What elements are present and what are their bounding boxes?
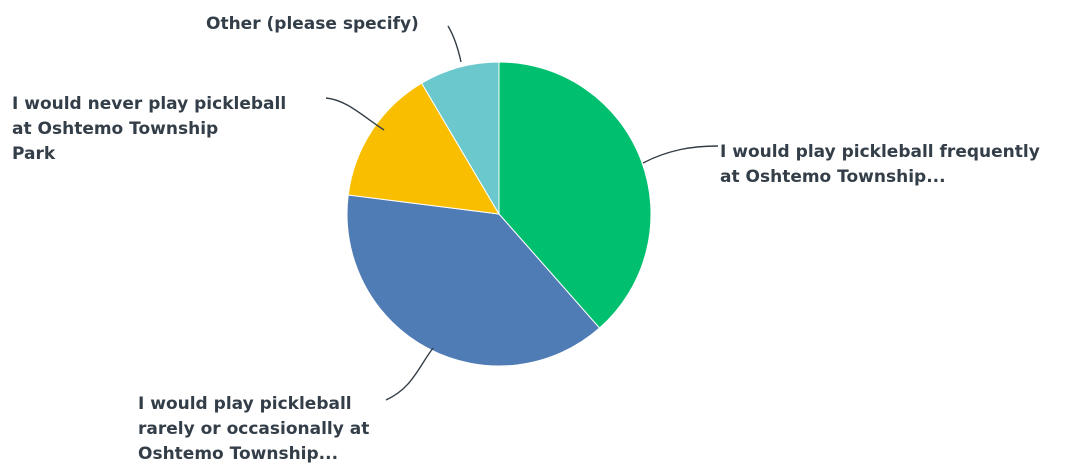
slice-play-frequently bbox=[498, 61, 652, 329]
slice-label-other: Other (please specify) bbox=[206, 14, 419, 34]
slice-other bbox=[420, 61, 500, 216]
slice-play-rarely bbox=[346, 194, 601, 367]
slice-label-play-rarely: I would play pickleball rarely or occasi… bbox=[138, 394, 370, 464]
leader-line-other bbox=[447, 25, 462, 63]
leader-line-play-rarely bbox=[385, 347, 434, 401]
slice-never-play bbox=[347, 82, 500, 215]
leader-line-play-frequently bbox=[642, 145, 719, 164]
pie-slices bbox=[346, 61, 652, 367]
slice-label-play-frequently: I would play pickleball frequently at Os… bbox=[720, 142, 1040, 187]
label-leader-lines bbox=[325, 25, 719, 401]
slice-label-never-play: I would never play pickleball at Oshtemo… bbox=[12, 94, 287, 164]
leader-line-never-play bbox=[325, 97, 385, 131]
